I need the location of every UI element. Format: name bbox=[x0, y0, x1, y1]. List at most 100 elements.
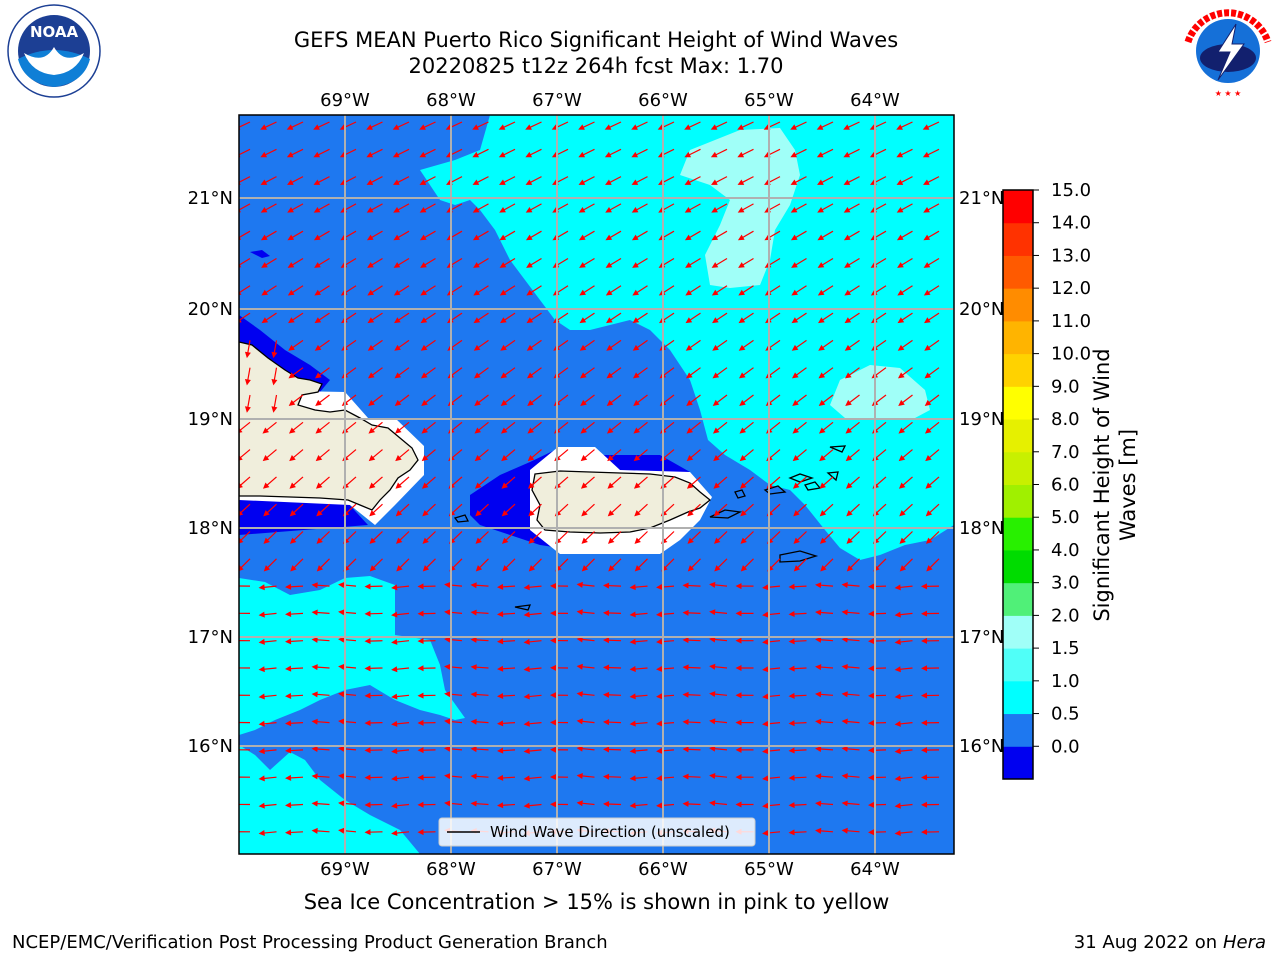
wave-direction-arrowhead bbox=[271, 351, 278, 359]
wave-direction-arrow bbox=[395, 749, 410, 752]
wave-direction-arrowhead bbox=[817, 262, 825, 268]
wave-direction-arrowhead bbox=[417, 692, 424, 699]
wave-direction-arrowhead bbox=[285, 774, 292, 781]
wave-direction-arrow bbox=[319, 558, 330, 570]
wave-direction-arrow bbox=[502, 285, 516, 294]
wave-direction-arrowhead bbox=[841, 773, 848, 780]
wave-direction-arrowhead bbox=[271, 378, 278, 386]
wave-direction-arrowhead bbox=[603, 664, 610, 671]
wave-direction-arrowhead bbox=[419, 179, 427, 185]
wave-direction-arrow bbox=[291, 367, 304, 377]
wave-direction-arrowhead bbox=[417, 801, 424, 808]
wave-direction-arrowhead bbox=[819, 482, 826, 489]
wave-direction-arrowhead bbox=[394, 399, 402, 406]
wave-direction-arrow bbox=[318, 531, 330, 542]
wave-direction-arrowhead bbox=[793, 565, 801, 572]
wave-direction-arrow bbox=[316, 121, 330, 129]
wave-direction-arrowhead bbox=[740, 565, 748, 572]
wave-direction-arrowhead bbox=[311, 691, 318, 698]
wave-direction-arrowhead bbox=[898, 427, 906, 434]
wave-direction-arrowhead bbox=[710, 124, 718, 130]
wave-direction-arrow bbox=[792, 694, 807, 697]
wave-direction-arrow bbox=[716, 476, 728, 487]
wave-direction-arrow bbox=[504, 503, 516, 515]
colorbar-tick-label: 10.0 bbox=[1051, 344, 1091, 365]
wave-direction-arrowhead bbox=[923, 289, 931, 296]
wave-direction-arrow bbox=[846, 203, 860, 212]
wave-direction-arrowhead bbox=[499, 179, 506, 185]
wave-direction-arrowhead bbox=[550, 746, 557, 753]
wave-direction-arrow bbox=[502, 176, 516, 184]
wave-direction-arrowhead bbox=[819, 510, 827, 517]
wave-direction-arrow bbox=[345, 476, 357, 487]
wave-direction-arrow bbox=[582, 312, 595, 322]
wave-direction-arrow bbox=[503, 394, 516, 404]
wave-direction-arrowhead bbox=[244, 351, 251, 359]
wave-direction-arrow bbox=[530, 394, 542, 404]
wave-direction-arrow bbox=[345, 558, 357, 570]
wave-direction-arrow bbox=[845, 829, 860, 833]
wave-direction-arrowhead bbox=[338, 582, 345, 588]
wave-direction-arrowhead bbox=[523, 638, 530, 645]
wave-direction-arrow bbox=[818, 584, 834, 587]
wave-direction-arrow bbox=[820, 176, 834, 184]
wave-direction-arrowhead bbox=[473, 344, 481, 351]
wave-direction-arrowhead bbox=[682, 773, 689, 780]
wave-direction-arrowhead bbox=[369, 510, 376, 517]
wave-direction-arrow bbox=[291, 449, 304, 460]
wave-direction-arrowhead bbox=[629, 584, 636, 591]
wave-direction-arrow bbox=[636, 503, 648, 515]
wave-direction-arrowhead bbox=[605, 262, 613, 268]
wave-direction-arrow bbox=[768, 367, 781, 377]
wave-direction-arrowhead bbox=[366, 124, 373, 130]
wave-direction-arrow bbox=[239, 203, 251, 211]
wave-direction-arrowhead bbox=[740, 537, 747, 544]
wave-direction-arrow bbox=[266, 558, 277, 570]
wave-direction-arrowhead bbox=[604, 151, 612, 158]
wave-direction-arrowhead bbox=[682, 582, 689, 589]
wave-direction-arrow bbox=[634, 148, 648, 157]
wave-direction-arrow bbox=[345, 531, 357, 542]
wave-direction-arrowhead bbox=[633, 482, 641, 489]
wave-direction-arrow bbox=[315, 693, 330, 696]
wave-direction-arrowhead bbox=[474, 455, 482, 462]
wave-direction-arrowhead bbox=[788, 665, 795, 672]
wave-direction-arrow bbox=[371, 449, 383, 460]
wave-direction-arrow bbox=[504, 476, 516, 487]
wave-direction-arrow bbox=[500, 640, 516, 643]
wave-direction-arrowhead bbox=[629, 611, 636, 618]
wave-direction-arrowhead bbox=[924, 427, 932, 434]
wave-direction-arrow bbox=[288, 749, 304, 752]
colorbar-swatch bbox=[1003, 353, 1033, 387]
wave-direction-arrow bbox=[474, 748, 489, 751]
wave-direction-arrowhead bbox=[232, 829, 238, 835]
wave-direction-arrow bbox=[792, 667, 807, 670]
colorbar-tick-label: 11.0 bbox=[1051, 311, 1091, 332]
wave-direction-arrowhead bbox=[473, 317, 481, 324]
wave-direction-arrowhead bbox=[417, 774, 424, 781]
wave-direction-arrow bbox=[581, 121, 595, 129]
wave-direction-arrow bbox=[606, 748, 622, 751]
wave-direction-arrow bbox=[742, 503, 754, 515]
wave-direction-arrowhead bbox=[762, 775, 769, 782]
wave-direction-arrow bbox=[606, 639, 622, 642]
colorbar-tick-label: 5.0 bbox=[1051, 507, 1080, 528]
wave-direction-arrowhead bbox=[921, 774, 928, 781]
wave-direction-arrow bbox=[264, 257, 277, 267]
wave-direction-arrowhead bbox=[420, 372, 428, 379]
wave-direction-arrowhead bbox=[819, 455, 826, 462]
wave-direction-arrowhead bbox=[632, 372, 640, 379]
wave-direction-arrow bbox=[663, 558, 675, 570]
lon-label-top-68w: 68°W bbox=[426, 90, 476, 111]
wave-direction-arrow bbox=[372, 558, 383, 570]
wave-direction-arrowhead bbox=[605, 234, 613, 241]
wave-direction-arrow bbox=[686, 721, 701, 724]
wave-direction-arrowhead bbox=[258, 802, 265, 809]
wave-direction-arrowhead bbox=[632, 344, 640, 351]
wave-direction-arrowhead bbox=[738, 262, 745, 268]
wave-direction-arrowhead bbox=[603, 582, 610, 589]
lon-label-top-66w: 66°W bbox=[638, 90, 688, 111]
wave-direction-arrow bbox=[715, 339, 728, 349]
colorbar-swatch bbox=[1003, 288, 1033, 322]
wave-direction-arrow bbox=[370, 367, 383, 377]
